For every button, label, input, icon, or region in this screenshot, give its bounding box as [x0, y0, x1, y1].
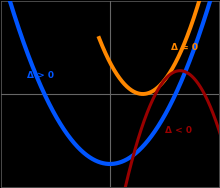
Text: Δ = 0: Δ = 0 [171, 43, 198, 52]
Text: Δ < 0: Δ < 0 [165, 126, 192, 135]
Text: Δ > 0: Δ > 0 [27, 71, 54, 80]
